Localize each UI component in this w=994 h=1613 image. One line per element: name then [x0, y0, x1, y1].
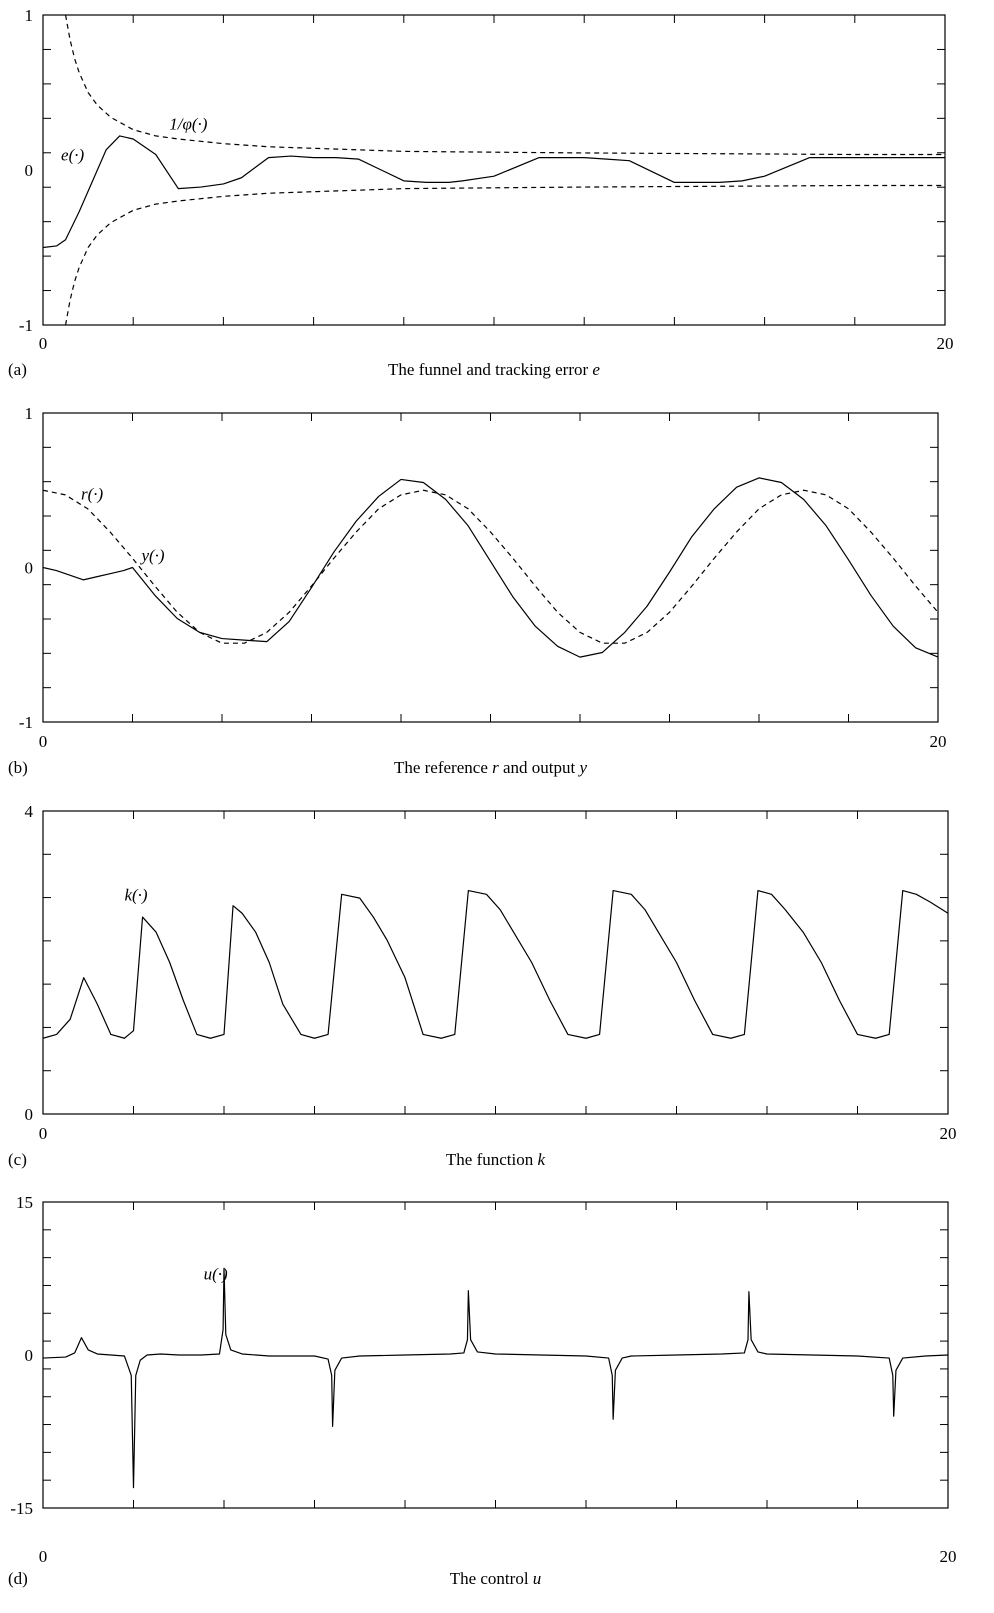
curve-label: r(·) [81, 484, 104, 503]
y-tick-label: 1 [25, 404, 34, 423]
panel-letter: (b) [8, 758, 28, 777]
caption-text: and output [499, 758, 580, 777]
panel-caption: The reference r and output y [394, 758, 588, 777]
curve-label: e(·) [61, 146, 84, 165]
panel-a: 1 0 -1 0 20 e(·) 1/φ(·) (a) The funnel and track… [8, 6, 954, 379]
series-line-b-0 [42, 489, 939, 644]
y-tick-label: 15 [16, 1193, 33, 1212]
x-tick-label: 0 [39, 1547, 48, 1566]
curve-label: k(·) [124, 885, 147, 904]
caption-variable: k [538, 1150, 546, 1169]
caption-text: The control [450, 1569, 533, 1588]
x-tick-label: 20 [937, 334, 954, 353]
panel-c: 4 00 20 k(·) (c) The function k [8, 802, 957, 1169]
caption-text: The function [446, 1150, 538, 1169]
y-tick-label: -1 [19, 713, 33, 732]
series-line-d-0 [42, 1267, 949, 1489]
panel-caption: The function k [446, 1150, 546, 1169]
x-tick-label: 0 [39, 334, 48, 353]
y-tick-label: 1 [25, 6, 34, 25]
x-tick-label: 20 [930, 732, 947, 751]
panel-letter: (a) [8, 360, 27, 379]
caption-text: The funnel and tracking error [388, 360, 592, 379]
panel-letter: (c) [8, 1150, 27, 1169]
caption-variable: u [533, 1569, 542, 1588]
panel-b: 1 0 -1 0 20 r(·) y(·) (b) The reference r and ou… [8, 404, 947, 777]
curve-label: u(·) [204, 1264, 228, 1283]
x-tick-label: 0 [39, 1124, 48, 1143]
y-tick-label: 0 [25, 161, 34, 180]
y-tick-label: 0 [25, 1346, 34, 1365]
caption-text: The reference [394, 758, 492, 777]
plot-frame [42, 14, 946, 326]
x-tick-label: 20 [940, 1547, 957, 1566]
panel-d: 15 0 -15 0 20 u(·) (d) The control u [8, 1193, 957, 1588]
series-line-c-0 [42, 889, 949, 1039]
plot-frame [42, 810, 949, 1115]
y-tick-label: 0 [25, 1105, 34, 1124]
series-line-a-0 [42, 135, 945, 249]
y-tick-label: -15 [10, 1499, 33, 1518]
y-tick-label: 4 [25, 802, 34, 821]
series-line-a-1 [64, 14, 945, 156]
panel-caption: The control u [450, 1569, 542, 1588]
curve-label: y(·) [139, 546, 164, 565]
y-tick-label: -1 [19, 316, 33, 335]
series-line-a-2 [64, 184, 945, 326]
caption-variable: y [577, 758, 587, 777]
curve-label: 1/φ(·) [169, 115, 208, 134]
panel-caption: The funnel and tracking error e [388, 360, 600, 379]
panel-letter: (d) [8, 1569, 28, 1588]
x-tick-label: 20 [940, 1124, 957, 1143]
x-tick-label: 0 [39, 732, 48, 751]
caption-variable: e [592, 360, 600, 379]
caption-variable: r [492, 758, 499, 777]
series-line-b-1 [42, 477, 939, 658]
y-tick-label: 0 [25, 559, 34, 578]
plot-frame [42, 412, 939, 723]
